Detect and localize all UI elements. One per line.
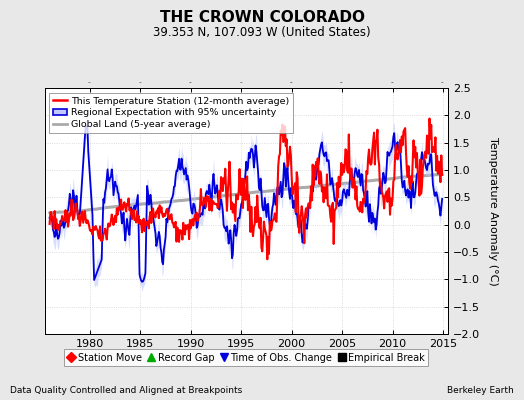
Text: 39.353 N, 107.093 W (United States): 39.353 N, 107.093 W (United States) xyxy=(153,26,371,39)
Legend: Station Move, Record Gap, Time of Obs. Change, Empirical Break: Station Move, Record Gap, Time of Obs. C… xyxy=(64,349,429,366)
Text: THE CROWN COLORADO: THE CROWN COLORADO xyxy=(159,10,365,25)
Text: Data Quality Controlled and Aligned at Breakpoints: Data Quality Controlled and Aligned at B… xyxy=(10,386,243,395)
Y-axis label: Temperature Anomaly (°C): Temperature Anomaly (°C) xyxy=(488,137,498,285)
Legend: This Temperature Station (12-month average), Regional Expectation with 95% uncer: This Temperature Station (12-month avera… xyxy=(49,93,293,133)
Text: Berkeley Earth: Berkeley Earth xyxy=(447,386,514,395)
